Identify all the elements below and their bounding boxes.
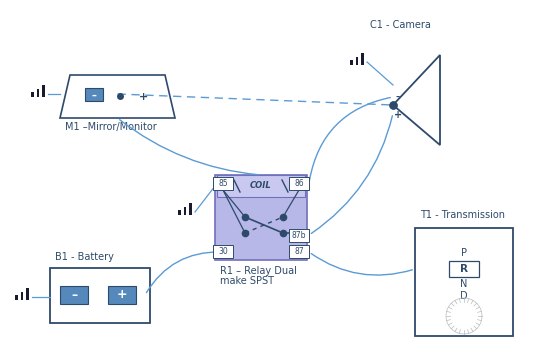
Text: –: – <box>92 91 96 101</box>
Bar <box>351 60 353 65</box>
Bar <box>213 177 233 190</box>
Polygon shape <box>393 55 440 145</box>
Bar <box>108 286 136 304</box>
Text: 30: 30 <box>218 247 228 256</box>
Text: R: R <box>460 264 468 274</box>
Text: D: D <box>460 291 468 301</box>
Text: –: – <box>71 288 77 302</box>
Polygon shape <box>60 75 175 118</box>
Bar <box>449 261 479 277</box>
Bar <box>289 245 309 258</box>
Bar <box>60 286 88 304</box>
Text: COIL: COIL <box>250 182 272 190</box>
Text: P: P <box>461 248 467 258</box>
Text: 87: 87 <box>294 247 304 256</box>
Bar <box>217 175 305 197</box>
Bar <box>289 177 309 190</box>
Bar <box>356 57 358 65</box>
Text: B1 - Battery: B1 - Battery <box>55 252 114 262</box>
Text: make SPST: make SPST <box>220 276 274 286</box>
Bar <box>16 295 18 300</box>
Bar <box>26 288 28 300</box>
Bar <box>50 268 150 323</box>
Bar <box>415 228 513 336</box>
Bar <box>289 229 309 242</box>
Bar <box>21 292 23 300</box>
Bar <box>178 210 181 215</box>
Text: +: + <box>138 92 147 102</box>
Bar <box>32 92 34 97</box>
Text: +: + <box>394 110 402 120</box>
Text: 87b: 87b <box>292 231 306 240</box>
Text: 85: 85 <box>218 179 228 188</box>
Bar <box>361 53 363 65</box>
Text: T1 - Transmission: T1 - Transmission <box>420 210 505 220</box>
Text: M1 –Mirror/Monitor: M1 –Mirror/Monitor <box>65 122 157 132</box>
Bar <box>189 203 191 215</box>
Text: –: – <box>396 93 400 101</box>
Text: 86: 86 <box>294 179 304 188</box>
Bar <box>85 88 103 101</box>
Text: +: + <box>117 288 128 302</box>
Bar <box>184 206 186 215</box>
Bar <box>213 245 233 258</box>
Bar <box>42 85 44 97</box>
Text: N: N <box>460 279 468 289</box>
Text: C1 - Camera: C1 - Camera <box>370 20 431 30</box>
Bar <box>215 175 307 260</box>
Bar <box>37 89 39 97</box>
Text: R1 – Relay Dual: R1 – Relay Dual <box>220 266 297 276</box>
